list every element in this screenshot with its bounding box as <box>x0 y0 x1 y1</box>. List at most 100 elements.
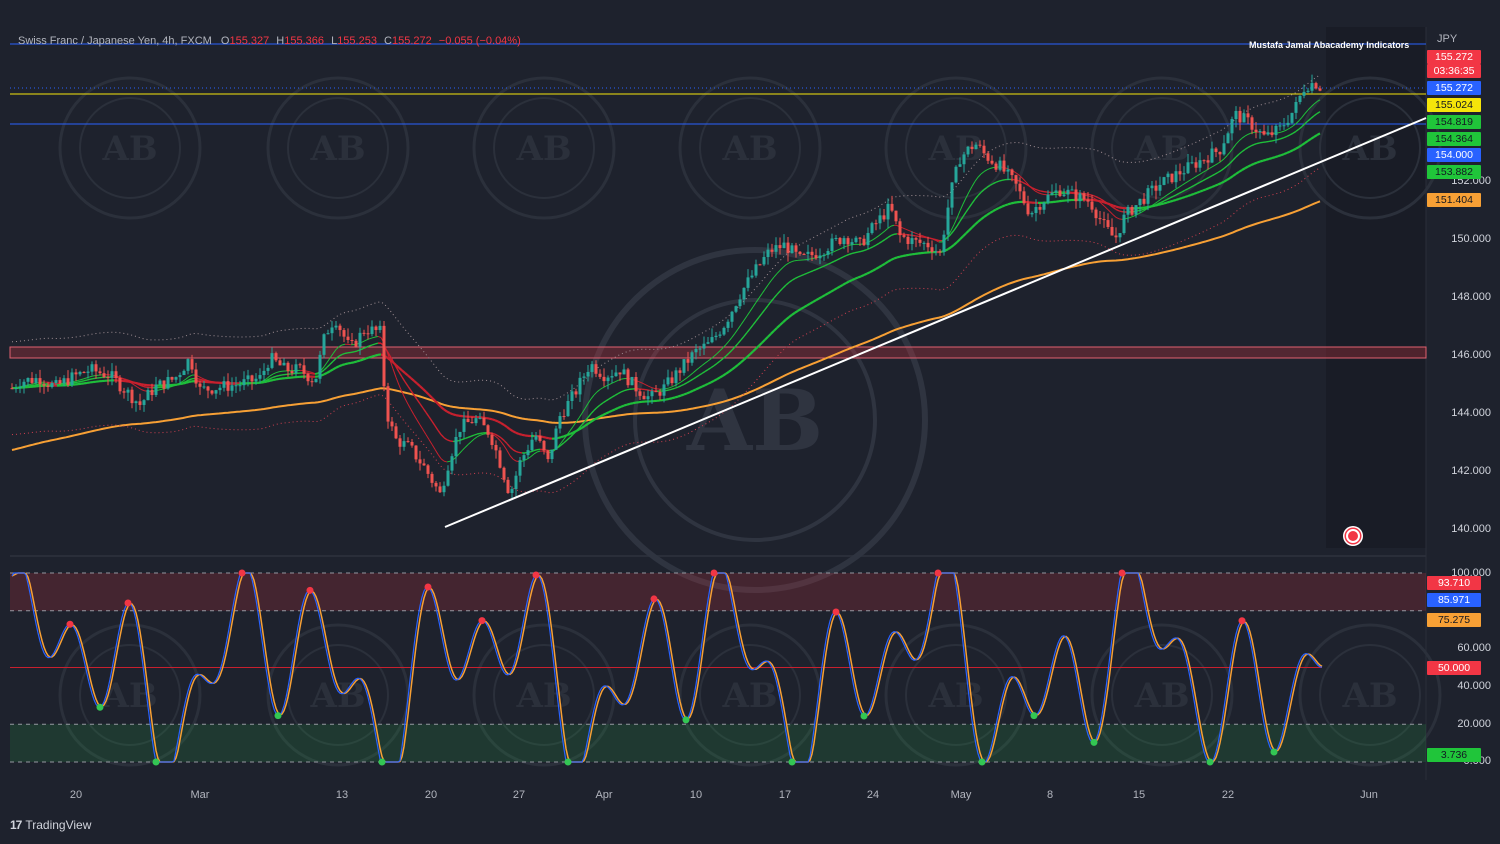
ema-mid-line <box>407 385 412 392</box>
candle-body <box>1214 148 1218 152</box>
ema-fast-line <box>494 435 499 439</box>
candle-body <box>718 334 722 336</box>
tradingview-logo[interactable]: 17 TradingView <box>10 818 91 832</box>
ema-fast-line <box>590 394 595 400</box>
candle-body <box>266 367 270 371</box>
ema-slow-line <box>1280 153 1285 157</box>
ema-mid-line <box>1205 176 1210 180</box>
ema-fast-line <box>530 453 535 457</box>
oversold-dot <box>978 758 986 766</box>
ema-fast-line <box>1196 173 1201 177</box>
watermark-ring-inner <box>493 644 595 746</box>
replay-record-button[interactable] <box>1343 526 1363 546</box>
ema-slow-line <box>434 400 439 405</box>
open-label: O <box>220 35 230 47</box>
ema-slow-line <box>521 433 526 437</box>
ema-slow-line <box>608 409 613 414</box>
candle-body <box>918 239 922 243</box>
ema-mid-line <box>710 365 715 369</box>
candle-body <box>630 377 634 386</box>
ema-mid-line <box>758 312 763 318</box>
ema-slow-line <box>818 295 823 300</box>
ema-fast-line <box>479 433 484 436</box>
ema-slow-line <box>1268 157 1273 161</box>
envelope-upper <box>11 74 1321 401</box>
ema-slow-line <box>893 256 898 260</box>
candle-body <box>534 435 538 440</box>
indicator-name[interactable]: Mustafa Jamal Abacademy Indicators <box>1249 40 1410 50</box>
ema-mid-line <box>980 189 985 193</box>
ema-slow-line <box>578 426 583 431</box>
ema-slow-line <box>734 363 739 369</box>
ema-fast-line <box>566 430 571 436</box>
ema-fast-line <box>920 234 925 237</box>
ema-fast-line <box>1313 101 1318 105</box>
ema-fast-line <box>887 225 892 229</box>
candle-body <box>134 401 138 404</box>
candle-body <box>542 440 546 451</box>
ema-mid-line <box>1112 206 1117 211</box>
ema-fast-line <box>1025 181 1030 186</box>
watermark-text: AB <box>927 129 983 169</box>
candle-body <box>610 376 614 378</box>
oversold-dot <box>788 758 796 766</box>
ema-slow-line <box>614 407 619 411</box>
ema-fast-line <box>779 267 784 271</box>
candle-body <box>1198 160 1202 168</box>
currency-label[interactable]: JPY <box>1437 33 1458 45</box>
ema-slow-line <box>569 431 574 435</box>
candle-body <box>926 242 930 248</box>
ema-slow-line <box>1214 183 1219 187</box>
candle-body <box>78 371 82 375</box>
ema-fast-line <box>1157 198 1162 202</box>
candle-body <box>762 257 766 265</box>
ema-slow-line <box>431 396 436 402</box>
ema-slow-line <box>791 311 796 316</box>
ema-slow-line <box>182 381 187 385</box>
ema-fast-line <box>512 458 517 462</box>
oversold-zone <box>10 724 1426 762</box>
candle-body <box>614 372 618 377</box>
ema-mid-line <box>797 275 802 278</box>
ema-slow-line <box>1304 139 1309 144</box>
ema-slow-line <box>422 388 427 393</box>
ema-fast-line <box>77 379 82 381</box>
ema-fast-line <box>392 368 397 378</box>
candle-body <box>1282 125 1286 127</box>
ema-mid-line <box>467 435 472 439</box>
ema-slow-line <box>719 374 724 379</box>
ema-mid-line <box>1310 115 1315 119</box>
ema-fast-line <box>158 388 163 391</box>
candle-body <box>1290 112 1294 123</box>
ema-fast-line <box>266 375 271 379</box>
candle-body <box>562 416 566 418</box>
ema-mid-line <box>1172 194 1177 198</box>
watermark-ring <box>884 623 1028 767</box>
ema-slow-line <box>866 271 871 275</box>
ema-slow-line <box>827 290 832 295</box>
time-axis-label: 20 <box>69 789 83 801</box>
symbol-legend[interactable]: Swiss Franc / Japanese Yen, 4h, FXCM O15… <box>18 35 521 47</box>
candle-body <box>590 364 594 372</box>
candle-body <box>814 255 818 259</box>
ema-fast-line <box>371 336 376 339</box>
candle-body <box>1026 203 1030 215</box>
ema-fast-line <box>173 384 178 387</box>
ema-slow-line <box>506 426 511 431</box>
watermark-text: AB <box>1341 676 1397 716</box>
current-price-tag: 155.272 <box>1427 81 1481 95</box>
ema-mid-line <box>842 254 847 258</box>
candle-body <box>598 373 602 377</box>
ema-slow-line <box>755 344 760 350</box>
ema-fast-line <box>122 378 127 381</box>
ema-fast-line <box>335 346 340 350</box>
candle-body <box>38 378 42 385</box>
candle-body <box>70 372 74 385</box>
candle-body <box>442 485 446 493</box>
candle-body <box>310 381 314 383</box>
ema-mid-line <box>1166 197 1171 201</box>
candle-body <box>986 153 990 161</box>
ema-slow-line <box>713 378 718 382</box>
candle-body <box>1274 125 1278 136</box>
